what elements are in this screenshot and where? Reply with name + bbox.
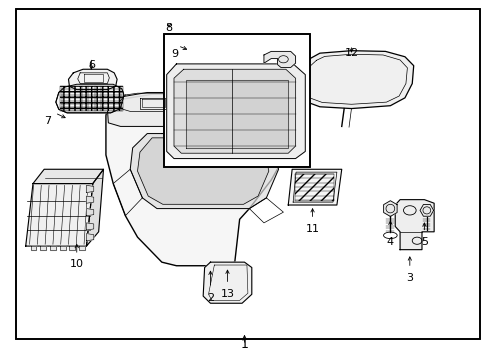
Text: 7: 7 — [44, 116, 51, 126]
Polygon shape — [26, 184, 93, 246]
Polygon shape — [383, 201, 396, 216]
Polygon shape — [68, 69, 117, 90]
Polygon shape — [287, 169, 341, 205]
Bar — [294, 174, 334, 201]
Polygon shape — [60, 246, 65, 249]
Polygon shape — [56, 84, 123, 113]
Text: 4: 4 — [386, 237, 393, 247]
Polygon shape — [30, 246, 36, 249]
Polygon shape — [264, 51, 295, 67]
Polygon shape — [130, 134, 278, 208]
Bar — [60, 86, 122, 111]
Polygon shape — [203, 262, 251, 303]
Polygon shape — [50, 246, 56, 249]
Polygon shape — [419, 204, 433, 216]
Polygon shape — [86, 169, 103, 246]
Polygon shape — [106, 94, 287, 266]
Polygon shape — [107, 93, 283, 126]
Polygon shape — [40, 246, 46, 249]
Text: 6: 6 — [88, 60, 95, 70]
Polygon shape — [186, 80, 287, 148]
Text: 1: 1 — [240, 338, 248, 351]
Polygon shape — [86, 196, 94, 203]
Text: 12: 12 — [344, 48, 358, 58]
Text: 13: 13 — [220, 289, 234, 299]
Text: 5: 5 — [420, 237, 427, 247]
Polygon shape — [86, 208, 94, 216]
Text: 2: 2 — [206, 293, 214, 302]
Polygon shape — [394, 200, 433, 249]
Polygon shape — [298, 51, 413, 109]
Polygon shape — [33, 169, 103, 184]
Text: 8: 8 — [165, 23, 172, 33]
Polygon shape — [69, 246, 75, 249]
Polygon shape — [86, 223, 94, 230]
Polygon shape — [86, 234, 94, 241]
Polygon shape — [79, 246, 85, 249]
Polygon shape — [174, 69, 295, 153]
Polygon shape — [137, 138, 268, 204]
Polygon shape — [166, 64, 305, 158]
Text: 10: 10 — [70, 259, 83, 269]
Text: 3: 3 — [406, 273, 412, 283]
Bar — [164, 33, 309, 167]
Text: 11: 11 — [305, 224, 319, 234]
Polygon shape — [86, 185, 94, 193]
Bar — [164, 33, 309, 167]
Text: 9: 9 — [171, 49, 178, 59]
